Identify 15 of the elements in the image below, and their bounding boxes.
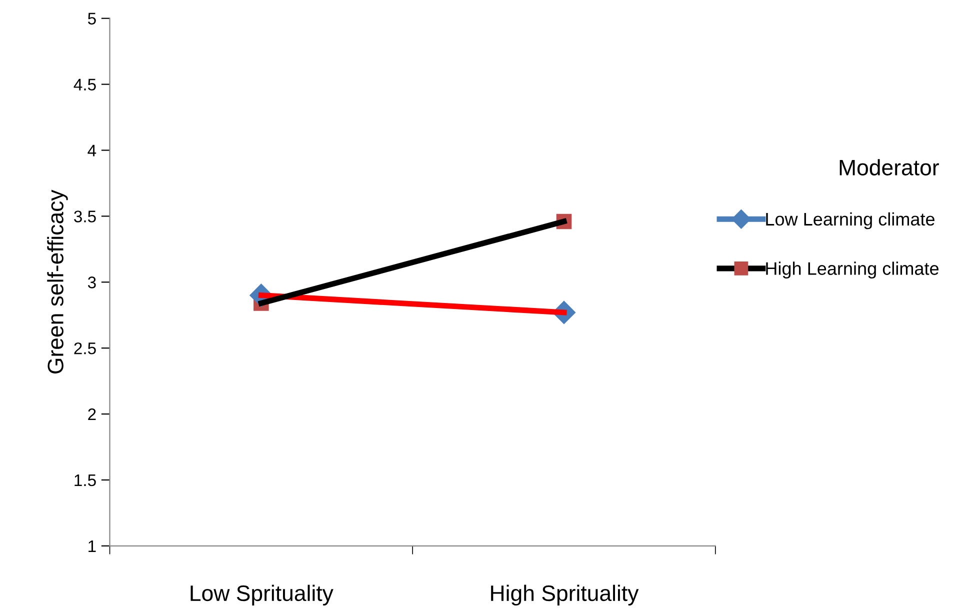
x-tick-label: Low Sprituality	[190, 584, 334, 606]
y-tick-label: 1	[88, 540, 96, 552]
y-tick-label: 2.5	[74, 342, 96, 354]
legend-title: Moderator	[840, 159, 939, 176]
y-tick-label: 4.5	[74, 78, 96, 91]
legend-label: High Learning climate	[766, 262, 939, 279]
y-tick-label: 1.5	[74, 474, 96, 486]
y-axis-title: Green self-efficacy	[47, 190, 68, 374]
y-tick-label: 3.5	[74, 210, 96, 222]
y-tick-label: 4	[88, 144, 96, 156]
legend-label: Low Learning climate	[766, 212, 934, 230]
y-tick-label: 5	[88, 12, 96, 25]
y-tick-label: 2	[88, 408, 96, 420]
y-tick-label: 3	[88, 276, 96, 288]
x-tick-label: High Sprituality	[491, 584, 639, 606]
